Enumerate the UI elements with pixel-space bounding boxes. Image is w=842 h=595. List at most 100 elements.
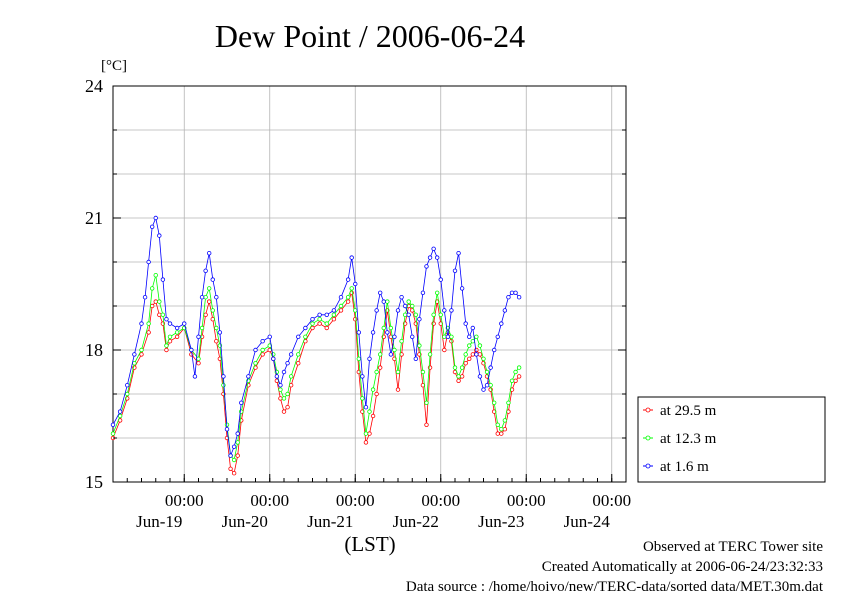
data-point <box>231 471 237 476</box>
data-point <box>410 334 415 339</box>
data-point <box>516 295 522 300</box>
data-point <box>442 308 447 313</box>
footer-data-source: Data source : /home/hoivo/new/TERC-data/… <box>406 579 824 595</box>
data-point <box>228 453 233 458</box>
data-point <box>296 334 301 339</box>
data-point <box>370 387 376 392</box>
series-line <box>112 275 520 461</box>
data-point <box>146 259 151 265</box>
footer-created-timestamp: Created Automatically at 2006-06-24/23:3… <box>542 559 823 575</box>
data-point <box>395 387 401 392</box>
data-point <box>146 321 151 326</box>
data-point <box>231 444 237 449</box>
legend-label: at 1.6 m <box>660 459 709 475</box>
data-point <box>278 387 283 392</box>
data-point <box>488 383 493 388</box>
data-point <box>235 453 240 458</box>
data-point <box>331 312 337 317</box>
data-point <box>203 312 208 317</box>
data-point <box>516 365 522 370</box>
data-point <box>174 334 180 339</box>
data-point <box>214 295 219 300</box>
data-point <box>427 352 433 357</box>
data-point <box>449 308 454 313</box>
data-point <box>434 255 440 260</box>
data-point <box>449 334 454 339</box>
data-point <box>167 334 173 339</box>
data-point <box>353 317 358 322</box>
data-point <box>271 356 276 361</box>
x-tick-date-label: Jun-20 <box>222 512 268 531</box>
x-tick-time-label: 00:00 <box>165 491 204 510</box>
x-axis-label: (LST) <box>344 532 395 556</box>
data-point <box>456 378 461 383</box>
data-point <box>239 400 244 405</box>
data-point <box>310 321 315 326</box>
axes-layer: 15 18 21 24 00:00 Jun-19 00:00 Jun-20 00:00 Jun-2… <box>85 76 631 531</box>
data-point <box>164 347 169 353</box>
data-point <box>345 277 351 282</box>
data-point <box>203 295 208 300</box>
x-tick-date-label: Jun-22 <box>393 512 439 531</box>
data-point <box>310 325 315 331</box>
data-point <box>260 352 265 357</box>
data-point <box>214 339 219 344</box>
data-point <box>392 334 397 339</box>
data-point <box>214 325 219 331</box>
data-point <box>484 383 490 388</box>
data-point <box>132 361 137 366</box>
data-point <box>153 299 158 304</box>
data-point <box>146 330 151 335</box>
data-point <box>502 427 508 432</box>
data-point <box>374 391 379 397</box>
data-point <box>370 413 376 419</box>
x-tick-time-label: 00:00 <box>592 491 631 510</box>
data-point <box>388 352 394 357</box>
data-point <box>324 321 329 326</box>
data-point <box>231 457 237 463</box>
data-point <box>192 374 198 379</box>
data-point <box>470 325 476 331</box>
data-point <box>459 374 465 379</box>
data-point <box>278 383 283 388</box>
data-point <box>499 321 504 326</box>
series-at-29-5-m <box>110 290 522 476</box>
data-point <box>377 365 383 370</box>
data-point <box>381 325 386 331</box>
y-tick-label: 15 <box>85 472 103 492</box>
data-point <box>206 250 212 256</box>
data-point <box>402 312 408 317</box>
data-point <box>410 303 415 309</box>
data-point <box>420 369 426 375</box>
data-point <box>363 431 369 436</box>
data-point <box>196 334 201 339</box>
data-point <box>157 233 162 238</box>
data-point <box>506 295 511 300</box>
data-point <box>438 277 443 282</box>
data-point <box>260 347 265 353</box>
data-point <box>317 312 322 317</box>
data-point <box>349 255 354 260</box>
data-point <box>110 422 116 427</box>
data-point <box>206 299 212 304</box>
data-point <box>488 365 493 370</box>
data-point <box>402 303 408 309</box>
data-point <box>509 290 515 295</box>
data-point <box>424 422 429 427</box>
data-point <box>499 427 504 432</box>
x-tick-time-label: 00:00 <box>421 491 460 510</box>
data-point <box>331 317 337 322</box>
data-point <box>338 308 344 313</box>
data-point <box>338 303 344 309</box>
data-point <box>160 312 166 317</box>
data-point <box>495 334 500 339</box>
data-point <box>160 277 166 282</box>
plot-frame <box>112 85 627 483</box>
data-point <box>499 431 504 436</box>
series-line <box>112 291 520 475</box>
data-point <box>303 325 308 331</box>
data-point <box>381 299 386 304</box>
data-point <box>395 369 401 375</box>
data-point <box>502 308 508 313</box>
